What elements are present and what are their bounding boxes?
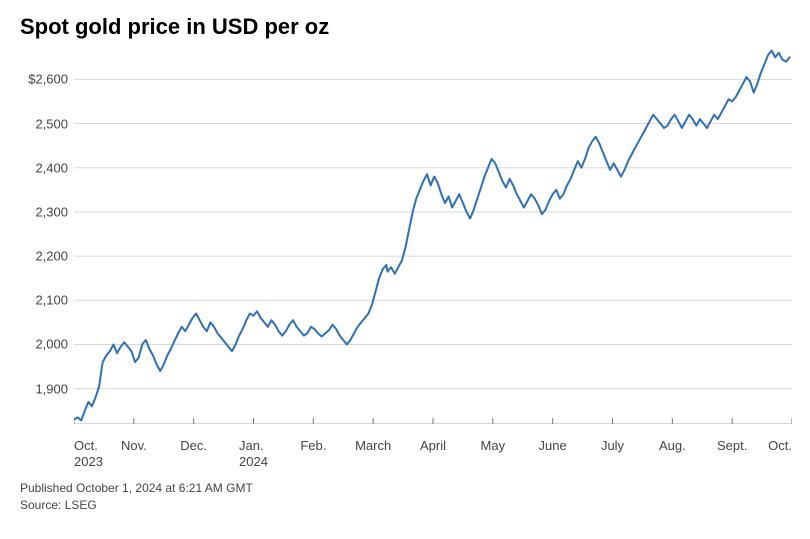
- y-tick-label: 1,900: [35, 381, 68, 396]
- x-tick-label: Oct.2023: [74, 438, 103, 469]
- x-tick-label: June: [539, 438, 567, 454]
- chart-container: Spot gold price in USD per oz 1,900 2,000…: [0, 0, 810, 539]
- chart-outer: 1,900 2,000 2,100 2,200 2,300 2,400 2,500 $2,60…: [18, 44, 792, 474]
- y-tick-label: 2,300: [35, 204, 68, 219]
- plot-area: [74, 44, 792, 424]
- x-tick-label: Dec.: [180, 438, 207, 454]
- y-tick-label: 2,100: [35, 293, 68, 308]
- x-tick-label: May: [481, 438, 506, 454]
- chart-footer: Published October 1, 2024 at 6:21 AM GMT…: [20, 480, 792, 514]
- x-tick-label: March: [355, 438, 391, 454]
- x-tick-label: Sept.: [717, 438, 747, 454]
- y-tick-label: 2,400: [35, 160, 68, 175]
- y-tick-label: 2,000: [35, 337, 68, 352]
- y-tick-label: $2,600: [28, 72, 68, 87]
- y-tick-label: 2,500: [35, 116, 68, 131]
- x-tick-label: Oct.: [768, 438, 792, 454]
- x-tick-label: April: [420, 438, 446, 454]
- y-axis-labels: 1,900 2,000 2,100 2,200 2,300 2,400 2,500 $2,60…: [18, 44, 68, 424]
- x-tick-label: Aug.: [659, 438, 686, 454]
- published-line: Published October 1, 2024 at 6:21 AM GMT: [20, 480, 792, 497]
- x-tick-label: July: [601, 438, 624, 454]
- line-chart-svg: [74, 44, 792, 424]
- x-tick-label: Jan.2024: [239, 438, 268, 469]
- y-tick-label: 2,200: [35, 249, 68, 264]
- source-line: Source: LSEG: [20, 497, 792, 514]
- x-tick-label: Feb.: [300, 438, 326, 454]
- chart-title: Spot gold price in USD per oz: [20, 14, 792, 40]
- x-tick-label: Nov.: [121, 438, 147, 454]
- x-axis-labels: Oct.2023 Nov. Dec. Jan.2024 Feb. March April Ma…: [74, 438, 792, 474]
- price-line: [74, 51, 790, 421]
